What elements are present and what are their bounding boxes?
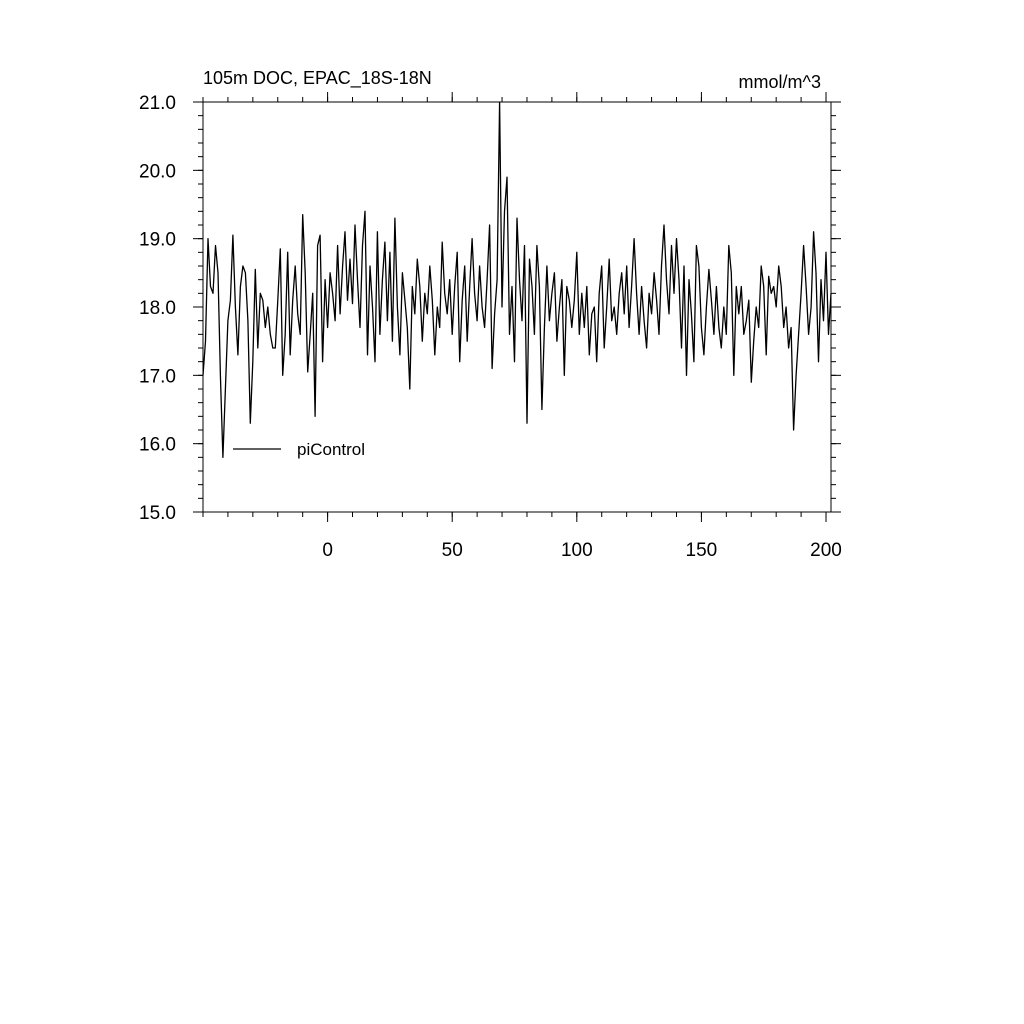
top-panel: 0 50 100 150 200 15.0 16.0 17.0 18.0 19.0 20.0 21.0… — [139, 68, 842, 561]
y-tick-label: 16.0 — [139, 435, 176, 456]
x-tick-label: 100 — [561, 540, 593, 561]
x-tick-label: 150 — [686, 540, 718, 561]
units-label: mmol/m^3 — [739, 72, 821, 92]
x-tick-label: 200 — [810, 540, 842, 561]
y-tick-label: 19.0 — [139, 230, 176, 251]
x-tick-label: 0 — [322, 540, 333, 561]
y-tick-label: 20.0 — [139, 161, 176, 182]
chart-title: 105m DOC, EPAC_18S-18N — [203, 68, 432, 89]
y-tick-label: 18.0 — [139, 298, 176, 319]
x-tick-label: 50 — [442, 540, 463, 561]
y-tick-label: 15.0 — [139, 503, 176, 524]
y-tick-label: 17.0 — [139, 366, 176, 387]
y-tick-label: 21.0 — [139, 93, 176, 114]
series-line-picontrol — [202, 101, 832, 458]
legend-label: piControl — [297, 440, 365, 459]
